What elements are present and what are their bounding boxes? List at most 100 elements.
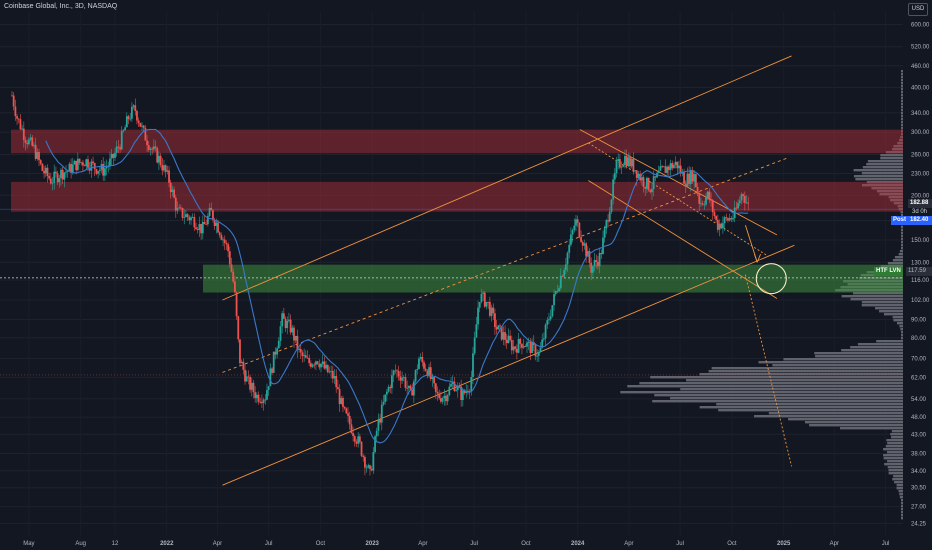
profile-bar (754, 415, 903, 418)
profile-bar (840, 427, 903, 430)
candle-body (662, 166, 665, 168)
candle-body (706, 191, 709, 198)
profile-bar (783, 358, 903, 361)
candle-body (411, 389, 414, 396)
candle-body (703, 204, 706, 206)
candle-body (716, 219, 719, 230)
candle-body (228, 251, 231, 265)
profile-bar (893, 475, 903, 478)
candle-body (146, 140, 148, 146)
candle-body (48, 176, 51, 179)
profile-bar (901, 97, 903, 100)
candles-layer (11, 91, 750, 476)
profile-bar (901, 133, 903, 136)
candle-body (254, 392, 257, 399)
candle-body (563, 270, 566, 277)
candle-body (683, 172, 685, 184)
candle-body (737, 203, 739, 209)
candle-body (652, 176, 655, 189)
candle-body (191, 217, 194, 218)
candle-body (120, 131, 123, 150)
candle-body (700, 203, 702, 205)
candle-body (257, 394, 260, 402)
candle-body (696, 187, 699, 195)
profile-bar (862, 166, 903, 169)
candle-body (274, 351, 277, 355)
candle-body (723, 217, 726, 224)
profile-bar (855, 178, 903, 181)
profile-bar (875, 307, 903, 310)
profile-bar (901, 130, 903, 133)
candle-body (83, 165, 86, 167)
candle-body (539, 347, 542, 352)
profile-bar (861, 301, 903, 304)
candle-body (576, 219, 579, 223)
candle-body (232, 271, 235, 282)
profile-bar (850, 346, 903, 349)
profile-bar (871, 187, 903, 190)
candle-body (245, 376, 248, 382)
candle-body (480, 293, 483, 303)
candle-body (407, 385, 410, 388)
candle-body (330, 370, 333, 372)
candle-body (529, 341, 532, 354)
candle-body (673, 164, 675, 169)
candle-body (31, 137, 34, 146)
candle-body (318, 363, 321, 368)
candle-body (176, 208, 179, 211)
candle-body (36, 151, 39, 159)
candle-body (406, 387, 409, 389)
candle-body (46, 167, 49, 177)
candle-body (240, 361, 243, 364)
candle-body (90, 161, 93, 171)
profile-bar (768, 412, 903, 415)
time-tick-label: Jul (882, 541, 890, 547)
candle-body (661, 166, 663, 168)
candle-body (210, 207, 213, 211)
profile-bar (686, 379, 903, 382)
profile-bar (841, 295, 903, 298)
candle-body (573, 225, 576, 231)
time-tick-label: Jul (265, 541, 273, 547)
candle-body (461, 390, 464, 400)
profile-bar (901, 112, 903, 115)
candle-body (335, 375, 338, 388)
profile-bar (885, 445, 903, 448)
candle-body (581, 241, 584, 246)
profile-bar (886, 439, 903, 442)
profile-bar (901, 241, 903, 244)
time-tick-label: Jul (470, 541, 478, 547)
currency-button[interactable]: USD (908, 3, 928, 16)
time-tick-label: Apr (418, 541, 427, 547)
candle-body (436, 391, 439, 394)
candle-body (24, 139, 27, 143)
profile-bar (896, 484, 903, 487)
profile-bar (901, 214, 903, 217)
candle-body (372, 452, 375, 471)
profile-bar (901, 100, 903, 103)
profile-bar (892, 259, 903, 262)
candle-body (713, 212, 716, 216)
candle-body (515, 348, 518, 353)
candle-body (85, 159, 88, 167)
candle-body (524, 346, 527, 347)
channel-mid-line (222, 157, 789, 373)
candle-body (615, 161, 618, 174)
candle-body (169, 182, 172, 193)
profile-bar (654, 394, 903, 397)
candle-body (137, 120, 140, 123)
price-tick-label: 30.50 (911, 486, 927, 492)
candle-body (348, 415, 351, 425)
candle-body (186, 214, 189, 218)
price-tick-label: 130.00 (911, 260, 930, 266)
profile-bar (897, 142, 903, 145)
profile-bar (894, 256, 903, 259)
candle-body (58, 178, 61, 183)
candle-body (309, 363, 312, 367)
candle-body (26, 142, 29, 145)
candle-body (715, 215, 718, 220)
candle-body (500, 326, 503, 340)
profile-bar (891, 436, 903, 439)
wedge-mid-line (588, 142, 769, 257)
